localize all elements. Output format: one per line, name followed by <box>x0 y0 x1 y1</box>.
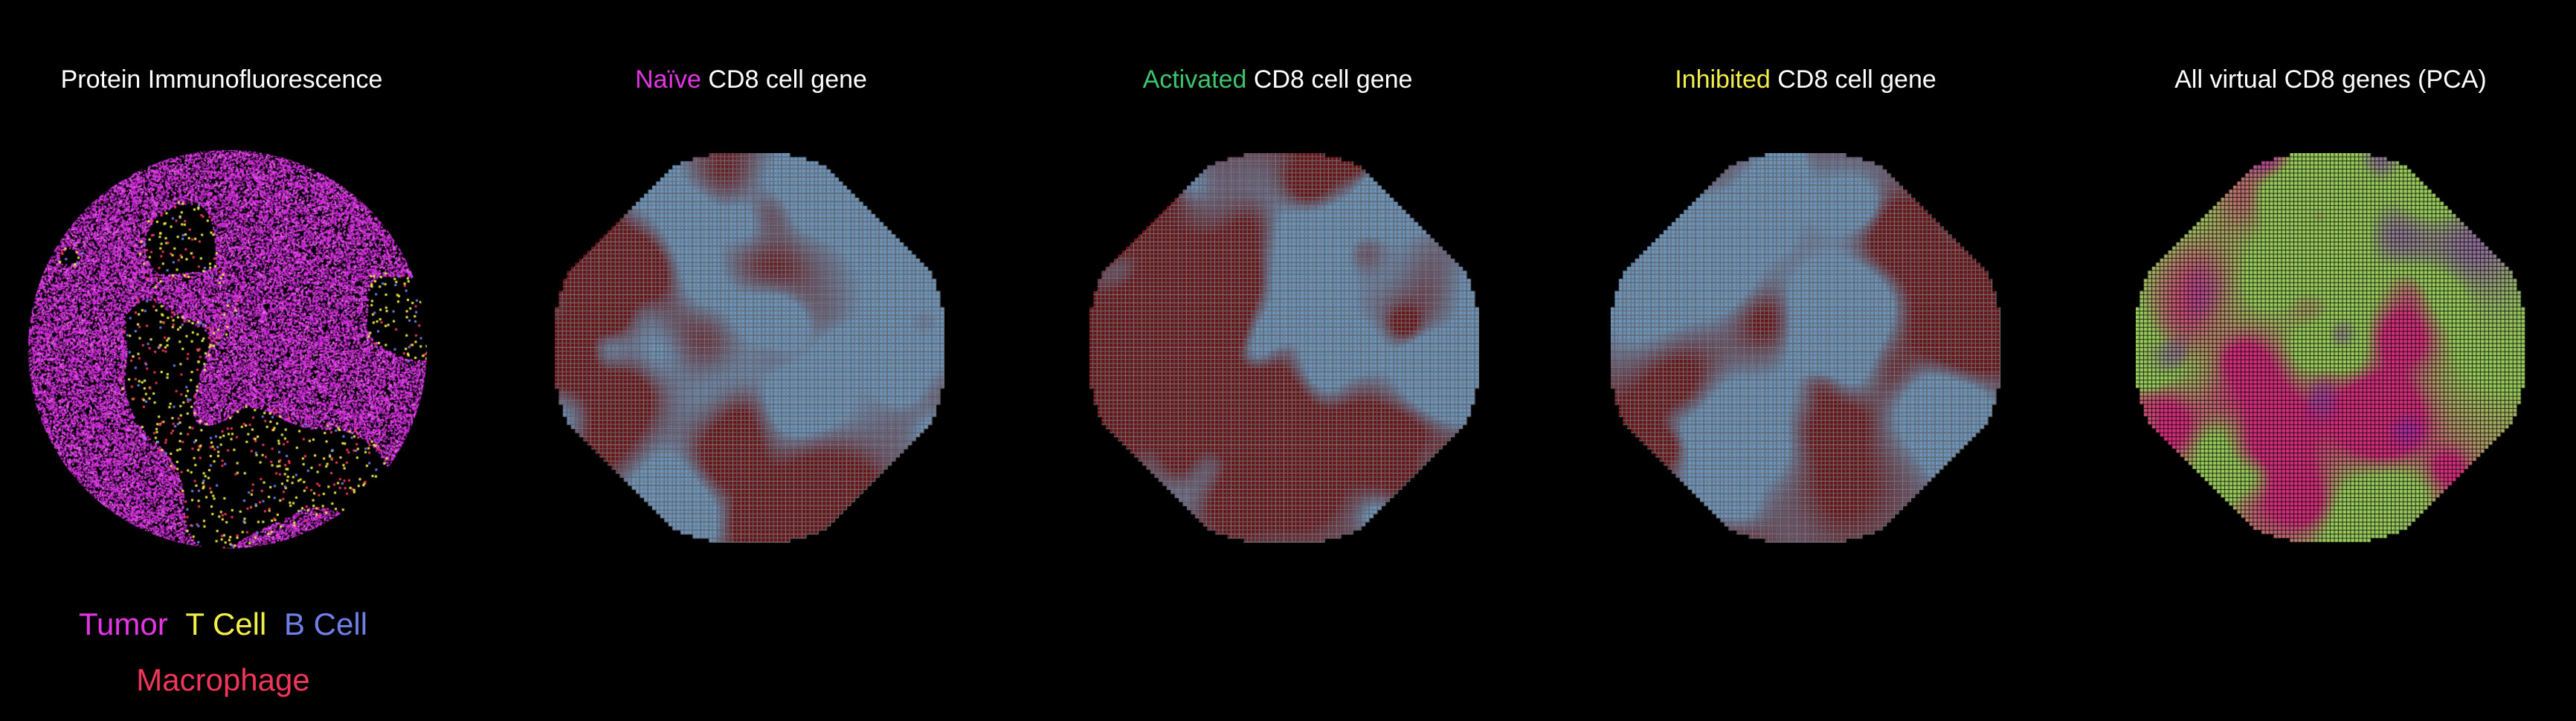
title-part-1: CD8 cell gene <box>701 65 867 94</box>
panel-title-pca: All virtual CD8 genes (PCA) <box>2174 61 2486 98</box>
naive-cd8-gene-heatmap <box>555 153 944 543</box>
activated-cd8-gene-heatmap <box>1089 153 1479 543</box>
legend-item-macrophage: Macrophage <box>136 662 310 697</box>
panel-title-inhibited: Inhibited CD8 cell gene <box>1675 61 1936 98</box>
panel-title-activated: Activated CD8 cell gene <box>1143 61 1413 98</box>
legend-item-tumor: Tumor <box>78 607 168 641</box>
panel-title-protein: Protein Immunofluorescence <box>61 61 383 98</box>
title-part-0: Naïve <box>635 65 701 94</box>
legend-row-1: Tumor T Cell B Cell <box>30 602 416 647</box>
title-part-1: CD8 cell gene <box>1246 65 1413 94</box>
title-part-0: Protein Immunofluorescence <box>60 65 383 94</box>
title-part-0: Inhibited <box>1675 65 1771 94</box>
title-part-1: CD8 cell gene <box>1770 65 1936 94</box>
title-part-0: Activated <box>1142 65 1247 94</box>
title-part-0: All virtual CD8 genes (PCA) <box>2174 65 2487 94</box>
pca-cd8-genes-map <box>2136 153 2525 543</box>
inhibited-cd8-gene-heatmap <box>1611 153 2000 543</box>
panel-title-naive: Naïve CD8 cell gene <box>635 61 867 98</box>
protein-immunofluorescence-image <box>27 149 428 550</box>
cell-type-legend: Tumor T Cell B Cell Macrophage <box>30 602 416 706</box>
legend-item-b-cell: B Cell <box>284 607 368 641</box>
legend-row-2: Macrophage <box>30 658 416 702</box>
legend-item-t-cell: T Cell <box>185 607 267 641</box>
